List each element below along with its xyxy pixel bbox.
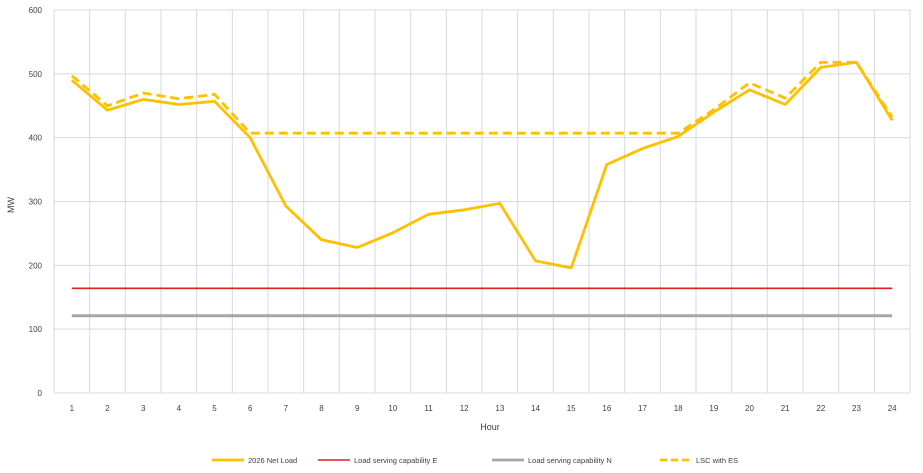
- x-tick-label: 17: [638, 404, 647, 413]
- legend: 2026 Net Load Load serving capability E Lo…: [212, 456, 738, 465]
- y-tick-label: 600: [29, 6, 43, 15]
- series-layer: [70, 60, 894, 318]
- grid: [53, 9, 911, 394]
- legend-label: LSC with ES: [696, 456, 738, 465]
- x-tick-label: 16: [602, 404, 611, 413]
- x-tick-label: 20: [745, 404, 754, 413]
- y-axis-ticks: 0 100 200 300 400 500 600: [29, 6, 43, 398]
- x-tick-label: 21: [781, 404, 790, 413]
- y-tick-label: 100: [29, 325, 43, 334]
- y-tick-label: 0: [38, 389, 43, 398]
- legend-label: Load serving capability E: [354, 456, 437, 465]
- x-tick-label: 18: [674, 404, 683, 413]
- series-line-1: [70, 60, 894, 270]
- x-tick-label: 8: [319, 404, 324, 413]
- x-tick-label: 7: [284, 404, 289, 413]
- legend-label: 2026 Net Load: [248, 456, 297, 465]
- x-tick-label: 11: [424, 404, 433, 413]
- y-axis-title: MW: [6, 197, 16, 213]
- x-tick-label: 2: [105, 404, 110, 413]
- x-tick-label: 14: [531, 404, 540, 413]
- x-tick-label: 1: [70, 404, 75, 413]
- x-tick-label: 6: [248, 404, 253, 413]
- y-tick-label: 300: [29, 198, 43, 207]
- x-tick-label: 4: [177, 404, 182, 413]
- x-tick-label: 24: [888, 404, 897, 413]
- x-tick-label: 3: [141, 404, 146, 413]
- x-tick-label: 23: [852, 404, 861, 413]
- x-axis-ticks: 1 2 3 4 5 6 7 8 9 10 11 12 13 14 15 16 17 18 19 20 21 22 23 24: [70, 404, 898, 413]
- legend-label: Load serving capability N: [528, 456, 612, 465]
- x-tick-label: 22: [816, 404, 825, 413]
- y-tick-label: 200: [29, 261, 43, 270]
- x-axis-title: Hour: [480, 422, 500, 432]
- y-tick-label: 500: [29, 70, 43, 79]
- x-tick-label: 13: [495, 404, 504, 413]
- x-tick-label: 5: [212, 404, 217, 413]
- y-tick-label: 400: [29, 134, 43, 143]
- x-tick-label: 15: [567, 404, 576, 413]
- series-line-4: [70, 60, 894, 135]
- x-tick-label: 19: [709, 404, 718, 413]
- x-tick-label: 12: [460, 404, 469, 413]
- x-tick-label: 9: [355, 404, 360, 413]
- x-tick-label: 10: [388, 404, 397, 413]
